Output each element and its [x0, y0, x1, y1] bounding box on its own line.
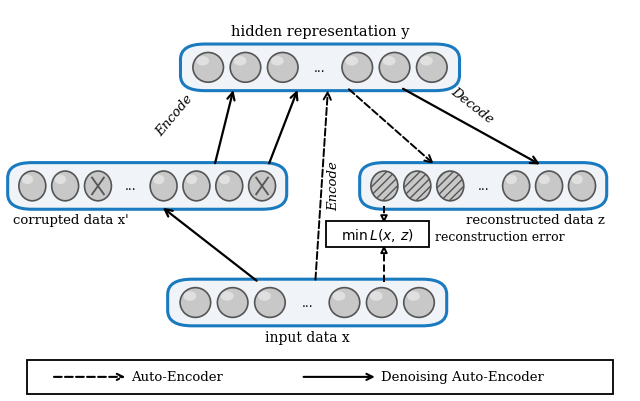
Ellipse shape: [572, 175, 583, 185]
Ellipse shape: [219, 175, 230, 185]
Ellipse shape: [234, 57, 246, 67]
Ellipse shape: [383, 57, 396, 67]
Text: ...: ...: [477, 180, 489, 193]
Ellipse shape: [54, 175, 66, 185]
Ellipse shape: [568, 172, 596, 201]
Ellipse shape: [52, 172, 79, 201]
Text: ...: ...: [301, 296, 313, 309]
Text: Encode: Encode: [327, 160, 340, 211]
Ellipse shape: [404, 288, 435, 318]
Ellipse shape: [153, 175, 164, 185]
Ellipse shape: [150, 172, 177, 201]
Text: Encode: Encode: [153, 92, 195, 138]
Text: ...: ...: [314, 62, 326, 75]
Text: Auto-Encoder: Auto-Encoder: [131, 371, 223, 383]
Ellipse shape: [538, 175, 550, 185]
Text: reconstructed data z: reconstructed data z: [466, 214, 605, 227]
FancyBboxPatch shape: [27, 360, 613, 394]
Ellipse shape: [180, 288, 211, 318]
Ellipse shape: [506, 175, 517, 185]
Ellipse shape: [255, 288, 285, 318]
Ellipse shape: [248, 172, 276, 201]
Ellipse shape: [19, 172, 46, 201]
FancyBboxPatch shape: [180, 45, 460, 91]
FancyBboxPatch shape: [360, 163, 607, 210]
Ellipse shape: [193, 53, 223, 83]
Text: Denoising Auto-Encoder: Denoising Auto-Encoder: [381, 371, 543, 383]
Ellipse shape: [342, 53, 372, 83]
Text: Decode: Decode: [449, 85, 496, 126]
Ellipse shape: [186, 175, 197, 185]
Ellipse shape: [407, 292, 420, 301]
Ellipse shape: [184, 292, 196, 301]
Ellipse shape: [380, 53, 410, 83]
Ellipse shape: [196, 57, 209, 67]
Ellipse shape: [271, 57, 284, 67]
Text: ...: ...: [125, 180, 136, 193]
Ellipse shape: [536, 172, 563, 201]
Ellipse shape: [417, 53, 447, 83]
Ellipse shape: [367, 288, 397, 318]
Ellipse shape: [216, 172, 243, 201]
Ellipse shape: [22, 175, 33, 185]
Text: corrupted data x': corrupted data x': [13, 214, 129, 227]
FancyBboxPatch shape: [326, 221, 429, 248]
Ellipse shape: [84, 172, 111, 201]
Ellipse shape: [268, 53, 298, 83]
Text: input data x: input data x: [265, 330, 349, 344]
Ellipse shape: [370, 292, 383, 301]
Ellipse shape: [346, 57, 358, 67]
Ellipse shape: [371, 172, 398, 201]
Ellipse shape: [502, 172, 530, 201]
Ellipse shape: [436, 172, 464, 201]
Ellipse shape: [183, 172, 210, 201]
Ellipse shape: [329, 288, 360, 318]
Ellipse shape: [221, 292, 234, 301]
Ellipse shape: [230, 53, 260, 83]
Text: $\mathrm{min}\,L(x,\,z)$: $\mathrm{min}\,L(x,\,z)$: [341, 226, 414, 243]
Text: hidden representation y: hidden representation y: [231, 25, 409, 39]
FancyBboxPatch shape: [8, 163, 287, 210]
Text: reconstruction error: reconstruction error: [435, 231, 564, 243]
Ellipse shape: [218, 288, 248, 318]
Ellipse shape: [333, 292, 346, 301]
Ellipse shape: [258, 292, 271, 301]
Ellipse shape: [420, 57, 433, 67]
Ellipse shape: [404, 172, 431, 201]
FancyBboxPatch shape: [168, 279, 447, 326]
